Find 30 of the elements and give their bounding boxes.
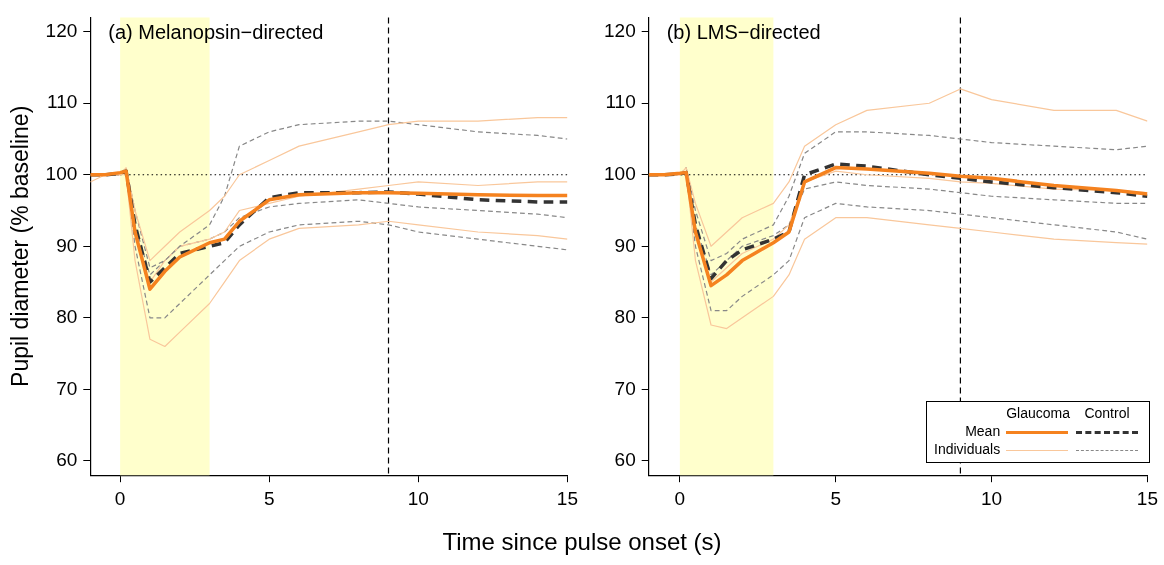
y-tick-label: 120: [604, 19, 636, 41]
chart-title: (a) Melanopsin−directed: [108, 20, 324, 43]
x-tick-label: 15: [1136, 487, 1158, 509]
y-axis-title: Pupil diameter (% baseline): [7, 105, 34, 387]
y-tick-label: 60: [614, 449, 636, 471]
y-tick-label: 70: [56, 377, 78, 399]
legend-label: Mean: [964, 422, 1002, 440]
chart-title: (b) LMS−directed: [666, 20, 821, 43]
y-tick-label: 110: [605, 91, 636, 113]
y-tick-label: 120: [45, 19, 78, 41]
x-tick-label: 0: [674, 487, 686, 509]
annotation: Glaucoma: [1005, 404, 1071, 422]
x-tick-label: 10: [981, 487, 1003, 509]
legend-label: Individuals: [933, 440, 1002, 458]
y-tick-label: 110: [47, 91, 78, 113]
x-tick-label: 5: [263, 487, 275, 509]
x-tick-label: 15: [556, 487, 578, 509]
x-tick-label: 10: [407, 487, 429, 509]
annotation: Control: [1083, 404, 1131, 422]
y-tick-label: 80: [614, 306, 636, 328]
x-tick-label: 5: [830, 487, 842, 509]
x-axis-title: Time since pulse onset (s): [441, 528, 723, 556]
y-tick-label: 90: [56, 234, 78, 256]
y-tick-label: 100: [604, 163, 636, 184]
y-tick-label: 70: [614, 377, 636, 399]
y-tick-label: 90: [614, 234, 636, 256]
x-tick-label: 0: [114, 487, 126, 509]
y-tick-label: 100: [45, 163, 78, 184]
y-tick-label: 80: [56, 306, 78, 328]
y-tick-label: 60: [56, 449, 78, 471]
